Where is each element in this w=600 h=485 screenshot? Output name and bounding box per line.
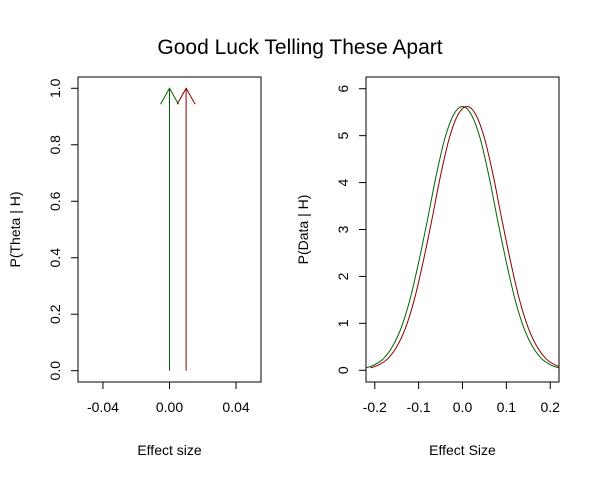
y-tick-label: 1: [335, 319, 351, 327]
chart-title: Good Luck Telling These Apart: [157, 36, 442, 59]
y-tick-label: 0.0: [47, 361, 63, 381]
series-group: [366, 106, 559, 369]
y-tick-label: 5: [335, 132, 351, 140]
right-panel: -0.2 -0.1 0.0 0.1 0.2 0 1 2 3 4 5 6 Effect Size P(Dat…: [295, 76, 560, 458]
y-tick-label: 3: [335, 225, 351, 233]
y-axis-label: P(Theta | H): [7, 192, 23, 268]
x-axis-label: Effect Size: [429, 442, 496, 458]
x-tick-label: 0.2: [540, 399, 560, 415]
y-tick-label: 0.2: [47, 304, 63, 324]
x-tick-label: 0.04: [222, 399, 249, 415]
x-tick-label: 0.1: [497, 399, 517, 415]
series-line-1: [370, 106, 559, 369]
x-tick-label: -0.1: [407, 399, 431, 415]
plot-frame: [365, 76, 560, 383]
y-tick-label: 4: [335, 178, 351, 186]
y-tick-label: 2: [335, 272, 351, 280]
y-tick-label: 0: [335, 366, 351, 374]
x-tick-label: -0.2: [363, 399, 387, 415]
x-tick-label: 0.0: [453, 399, 473, 415]
y-tick-label: 6: [335, 85, 351, 93]
x-axis-label: Effect size: [137, 442, 202, 458]
y-tick-label: 0.8: [47, 135, 63, 155]
x-tick-label: 0.00: [156, 399, 183, 415]
series-line-0: [366, 106, 559, 369]
y-axis-label: P(Data | H): [295, 195, 311, 265]
left-panel: -0.04 0.00 0.04 0.0 0.2 0.4 0.6 0.8 1.0 Effect si…: [7, 76, 262, 458]
y-tick-label: 0.4: [47, 248, 63, 268]
y-tick-label: 0.6: [47, 191, 63, 211]
series-group: [160, 87, 196, 371]
y-tick-label: 1.0: [47, 78, 63, 98]
arrow-head-1: [176, 87, 196, 105]
x-tick-label: -0.04: [87, 399, 119, 415]
arrow-head-0: [160, 87, 179, 105]
